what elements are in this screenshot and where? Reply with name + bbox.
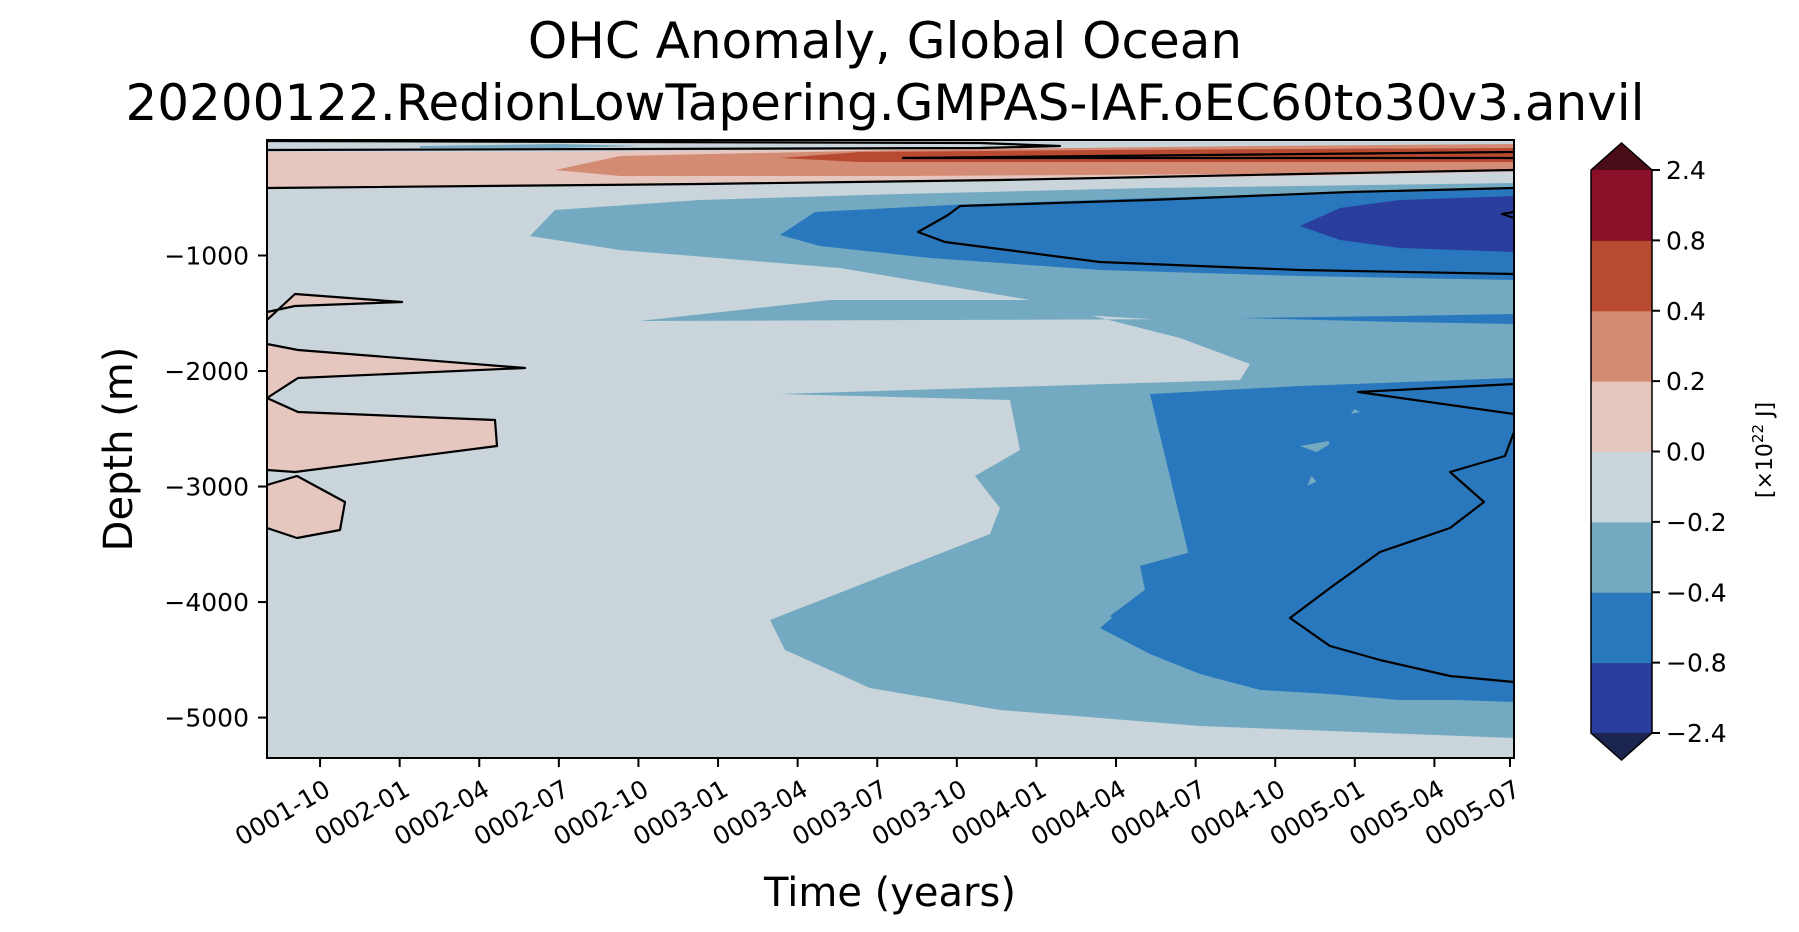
colorbar-label-suffix: J] xyxy=(1753,402,1778,424)
y-tick-label: −2000 xyxy=(164,357,249,386)
contour-field xyxy=(267,140,1514,758)
colorbar-tick-label: −0.2 xyxy=(1666,508,1727,537)
band-surface-cool-strip xyxy=(420,144,640,148)
y-axis: −1000 −2000 −3000 −4000 −5000 xyxy=(164,242,267,733)
contour-line-surface-warm xyxy=(901,150,1514,160)
colorbar-tick-label: −2.4 xyxy=(1666,719,1727,748)
contour-line-upper-tip xyxy=(1500,210,1514,220)
band-neg2.4-to-neg0.8 xyxy=(1300,196,1514,252)
colorbar-segment xyxy=(1591,662,1652,734)
contour-line-upper-core xyxy=(916,186,1514,276)
contour-line-surface-top xyxy=(267,140,1062,152)
band-neg0.8-to-neg0.4-upper xyxy=(780,188,1514,280)
colorbar-tick-label: −0.4 xyxy=(1666,578,1727,607)
y-tick-label: −5000 xyxy=(164,704,249,733)
colorbar-extend-max xyxy=(1591,143,1652,170)
colorbar-extend-min xyxy=(1591,733,1652,760)
plot-area-frame xyxy=(266,139,1515,759)
colorbar-label-exponent: 22 xyxy=(1749,424,1767,443)
band-neg0.8-to-neg0.4-thin xyxy=(1240,314,1514,324)
colorbar-tick-label: 0.0 xyxy=(1666,438,1706,467)
colorbar-segment xyxy=(1591,170,1652,241)
contour-line-surface-bottom xyxy=(267,168,1514,190)
x-axis: 0001-100002-010002-040002-070002-100003-… xyxy=(230,758,1525,851)
contour-lines xyxy=(267,140,1514,684)
contour-line-deep-core xyxy=(1288,382,1514,684)
y-tick-label: −3000 xyxy=(164,473,249,502)
chart-title-line1: OHC Anomaly, Global Ocean xyxy=(528,12,1242,70)
colorbar-segment xyxy=(1591,381,1652,452)
contour-line-lobe1 xyxy=(267,292,404,321)
y-axis-label: Depth (m) xyxy=(96,347,142,552)
colorbar-label: [×1022 J] xyxy=(1749,402,1778,498)
colorbar-segment xyxy=(1591,521,1652,593)
y-tick-label: −4000 xyxy=(164,588,249,617)
x-axis-label: Time (years) xyxy=(763,870,1016,916)
colorbar-tick-label: −0.8 xyxy=(1666,649,1727,678)
colorbar-tick-label: 0.8 xyxy=(1666,226,1706,255)
colorbar-tick-label: 2.4 xyxy=(1666,156,1706,185)
y-tick-label: −1000 xyxy=(164,242,249,271)
colorbar: −2.4 −0.8 −0.4 −0.2 0.0 0.2 0.4 0.8 2.4 xyxy=(1590,141,1727,762)
colorbar-segment xyxy=(1591,240,1652,312)
colorbar-segment xyxy=(1591,451,1652,523)
colorbar-segment xyxy=(1591,310,1652,382)
contour-line-lobe2 xyxy=(267,342,527,474)
colorbar-tick-label: 0.2 xyxy=(1666,367,1706,396)
colorbar-label-prefix: [×10 xyxy=(1753,443,1778,498)
band-neg0.8-to-neg0.4-deep-body xyxy=(1110,378,1514,700)
colorbar-segment xyxy=(1591,592,1652,664)
chart-title-line2: 20200122.RedionLowTapering.GMPAS-IAF.oEC… xyxy=(125,74,1644,132)
colorbar-tick-label: 0.4 xyxy=(1666,297,1706,326)
contour-line-lobe3 xyxy=(267,474,347,540)
